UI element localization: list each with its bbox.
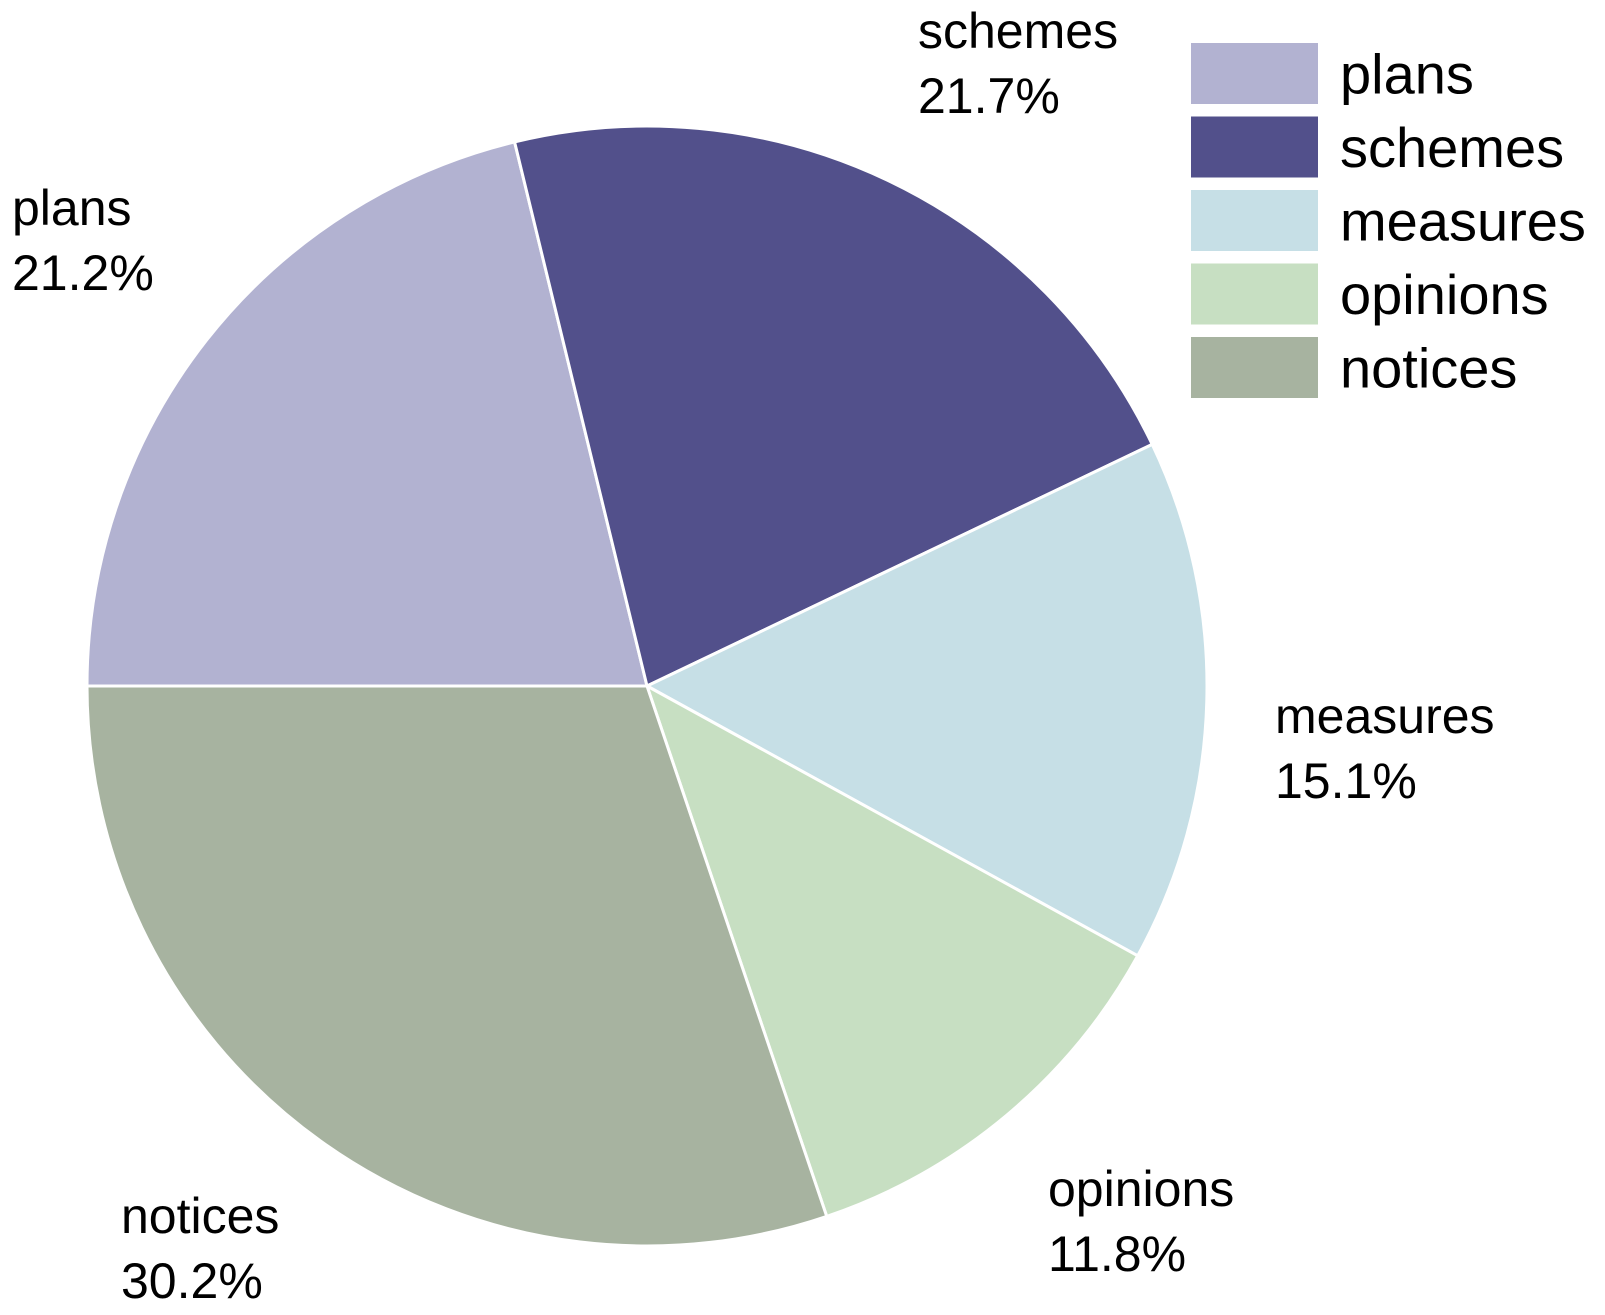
legend-label-plans: plans (1340, 43, 1474, 106)
pie-slices (85, 124, 1209, 1248)
slice-label-opinions: opinions (1048, 1161, 1234, 1217)
slice-labels: plans 21.2% schemes 21.7% measures 15.1% opini… (12, 3, 1495, 1309)
legend-swatch-opinions (1191, 263, 1318, 325)
legend-label-notices: notices (1340, 337, 1517, 400)
pie-slice-opinions (645, 684, 1140, 1218)
legend-swatch-plans (1191, 43, 1318, 104)
slice-value-measures: 15.1% (1275, 753, 1417, 809)
pie-slice-measures (645, 442, 1209, 958)
legend-label-opinions: opinions (1340, 263, 1549, 326)
slice-label-notices: notices (121, 1188, 279, 1244)
slice-label-schemes: schemes (918, 3, 1118, 59)
legend-swatch-measures (1191, 190, 1318, 251)
legend-label-measures: measures (1340, 190, 1586, 253)
slice-value-notices: 30.2% (121, 1253, 263, 1309)
legend: plans schemes measures opinions notices (1191, 43, 1586, 400)
pie-slice-notices (85, 684, 829, 1248)
legend-swatch-schemes (1191, 116, 1318, 178)
legend-label-schemes: schemes (1340, 116, 1564, 179)
pie-slice-plans (85, 140, 649, 688)
slice-value-plans: 21.2% (12, 245, 154, 301)
pie-slice-schemes (513, 124, 1154, 688)
slice-label-plans: plans (12, 180, 132, 236)
legend-swatch-notices (1191, 337, 1318, 398)
slice-label-measures: measures (1275, 688, 1495, 744)
slice-value-schemes: 21.7% (918, 68, 1060, 124)
slice-value-opinions: 11.8% (1048, 1226, 1186, 1282)
